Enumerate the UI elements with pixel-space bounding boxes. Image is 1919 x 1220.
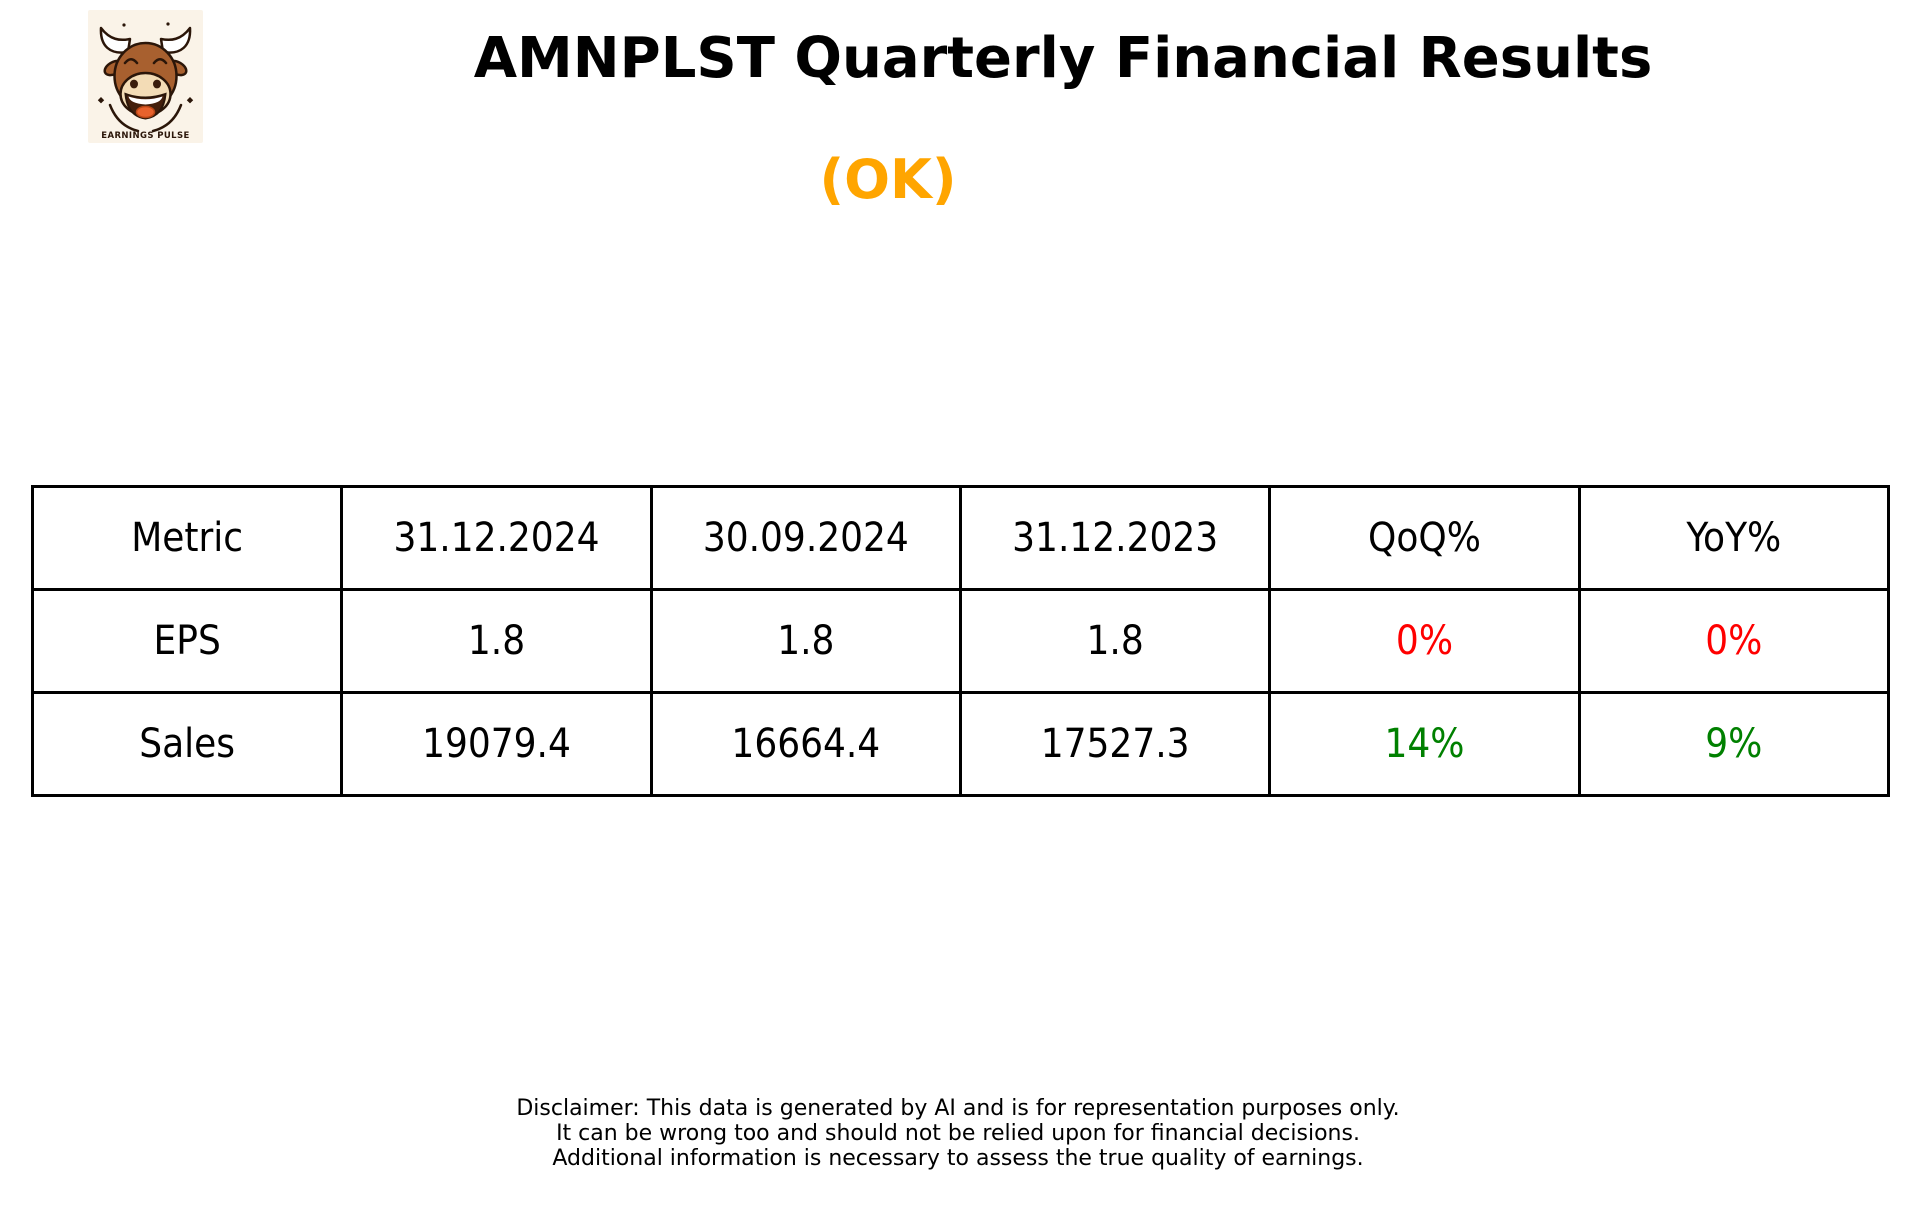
bull-logo-icon: EARNINGS PULSE [88, 10, 203, 143]
yoy-change-cell: 9% [1577, 691, 1891, 797]
disclaimer-line: It can be wrong too and should not be re… [556, 1121, 1360, 1146]
value-cell: 1.8 [958, 588, 1272, 694]
table-row-eps: EPS 1.8 1.8 1.8 0% 0% [30, 588, 1891, 694]
col-header-period-1: 31.12.2024 [340, 485, 653, 591]
verdict-badge: (OK) [819, 148, 957, 211]
brand-text: EARNINGS PULSE [101, 131, 189, 141]
value-cell: 1.8 [340, 588, 653, 694]
page-title: AMNPLST Quarterly Financial Results [473, 26, 1653, 91]
metric-label: Sales [30, 691, 344, 797]
value-cell: 19079.4 [340, 691, 653, 797]
col-header-qoq: QoQ% [1268, 485, 1581, 591]
value-cell: 16664.4 [649, 691, 962, 797]
metric-label: EPS [30, 588, 344, 694]
disclaimer-line: Disclaimer: This data is generated by AI… [516, 1096, 1400, 1121]
value-cell: 1.8 [649, 588, 962, 694]
qoq-change-cell: 0% [1268, 588, 1581, 694]
sparkle-icon [97, 97, 105, 104]
col-header-metric: Metric [30, 485, 344, 591]
brand-logo: EARNINGS PULSE [88, 10, 203, 143]
table-row-sales: Sales 19079.4 16664.4 17527.3 14% 9% [30, 691, 1891, 797]
qoq-change-cell: 14% [1268, 691, 1581, 797]
results-table-header: Metric 31.12.2024 30.09.2024 31.12.2023 … [30, 485, 1891, 591]
col-header-yoy: YoY% [1577, 485, 1891, 591]
disclaimer: Disclaimer: This data is generated by AI… [516, 1096, 1399, 1171]
value-cell: 17527.3 [958, 691, 1272, 797]
yoy-change-cell: 0% [1577, 588, 1891, 694]
col-header-period-3: 31.12.2023 [958, 485, 1272, 591]
results-table: Metric 31.12.2024 30.09.2024 31.12.2023 … [30, 485, 1891, 797]
col-header-period-2: 30.09.2024 [649, 485, 962, 591]
disclaimer-line: Additional information is necessary to a… [552, 1146, 1364, 1171]
header-row: Metric 31.12.2024 30.09.2024 31.12.2023 … [30, 485, 1891, 591]
